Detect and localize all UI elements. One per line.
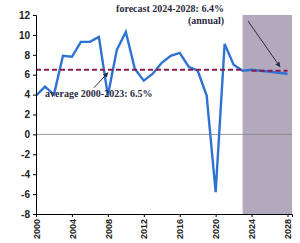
y-tick-label: 8 (24, 50, 30, 61)
y-tick-mark (33, 214, 36, 215)
zero-line (36, 134, 292, 135)
x-tick: 2012 (139, 214, 149, 239)
y-tick: 10 (19, 30, 36, 41)
y-axis: -8 -6 -4 -2 0 2 4 6 8 10 12 (19, 10, 37, 220)
x-tick: 2008 (104, 214, 114, 239)
y-tick: -6 (21, 189, 36, 200)
y-tick: -2 (21, 149, 36, 160)
x-tick-label: 2004 (68, 219, 78, 239)
y-tick-label: -4 (21, 169, 30, 180)
x-tick-label: 2000 (32, 219, 42, 239)
x-tick-label: 2012 (139, 219, 149, 239)
x-tick: 2016 (175, 214, 185, 239)
y-tick-label: -8 (21, 209, 30, 220)
y-tick-mark (33, 35, 36, 36)
x-tick: 2028 (283, 214, 293, 239)
x-tick: 2004 (68, 214, 78, 239)
growth-line (36, 32, 288, 192)
y-tick-label: 4 (24, 89, 30, 100)
y-tick-mark (33, 174, 36, 175)
x-tick-mark (180, 214, 181, 217)
forecast-shade (243, 15, 292, 214)
y-tick-label: 10 (19, 30, 31, 41)
reference-line (36, 69, 243, 71)
x-tick-mark (144, 214, 145, 217)
x-tick-mark (252, 214, 253, 217)
average-arrow (94, 73, 108, 88)
y-tick: 2 (24, 109, 36, 120)
y-tick-label: -6 (21, 189, 30, 200)
x-axis-line (37, 215, 293, 218)
y-tick-label: 12 (19, 10, 31, 21)
y-tick: -4 (21, 169, 36, 180)
y-tick-mark (33, 15, 36, 16)
plot: -8 -6 -4 -2 0 2 4 6 8 10 12 2000 2004 2008 2012 2016 202… (19, 3, 293, 239)
x-tick-label: 2020 (211, 219, 221, 239)
x-tick: 2020 (211, 214, 221, 239)
y-tick-mark (33, 95, 36, 96)
forecast-label: forecast 2024-2028: 6.4% (116, 3, 224, 14)
x-tick: 2024 (247, 214, 257, 239)
y-tick-mark (33, 134, 36, 135)
y-axis-line (33, 16, 37, 215)
y-tick-mark (33, 154, 36, 155)
x-tick-mark (36, 214, 37, 217)
y-tick: -8 (21, 209, 36, 220)
average-label: average 2000-2023: 6.5% (45, 88, 152, 99)
x-tick-label: 2008 (104, 219, 114, 239)
y-tick-mark (33, 115, 36, 116)
x-tick-mark (288, 214, 289, 217)
y-tick: 8 (24, 50, 36, 61)
chart: -8 -6 -4 -2 0 2 4 6 8 10 12 2000 2004 2008 2012 2016 202… (0, 0, 300, 243)
y-tick: 4 (24, 89, 36, 100)
y-tick-mark (33, 75, 36, 76)
forecast-note: (annual) (188, 15, 224, 27)
y-tick: 12 (19, 10, 36, 21)
x-tick-label: 2016 (175, 219, 185, 239)
x-tick-mark (216, 214, 217, 217)
y-tick-label: 2 (24, 109, 30, 120)
reference-line (252, 70, 288, 72)
x-axis: 2000 2004 2008 2012 2016 2020 2024 2028 (32, 214, 294, 239)
y-tick-label: 0 (24, 129, 30, 140)
x-tick: 2000 (32, 214, 42, 239)
x-tick-mark (108, 214, 109, 217)
x-tick-label: 2024 (247, 219, 257, 239)
y-tick-label: -2 (21, 149, 30, 160)
y-tick: 6 (24, 69, 36, 80)
y-tick-mark (33, 55, 36, 56)
y-tick-mark (33, 194, 36, 195)
forecast-arrow (248, 21, 280, 67)
x-tick-label: 2028 (283, 219, 293, 239)
y-tick-label: 6 (24, 69, 30, 80)
y-tick: 0 (24, 129, 36, 140)
x-tick-mark (72, 214, 73, 217)
marks (36, 15, 292, 214)
